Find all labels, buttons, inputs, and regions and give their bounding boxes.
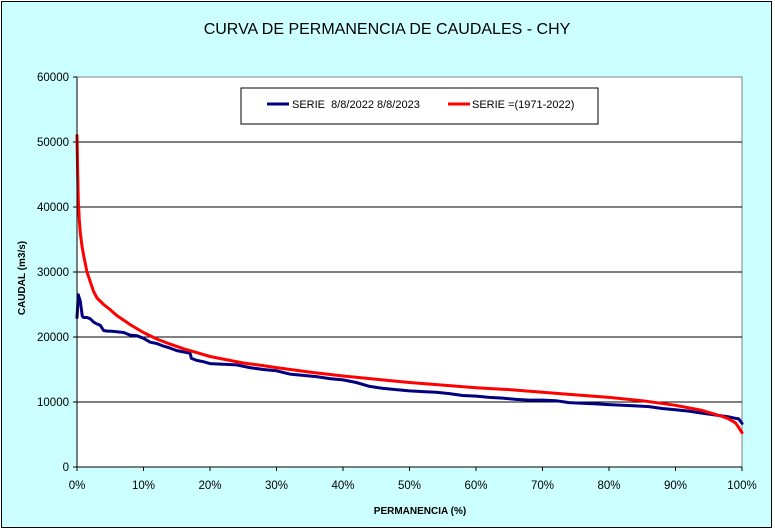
x-tick-label: 100% [727,480,756,492]
legend: SERIE 8/8/2022 8/8/2023 SERIE =(1971-202… [240,87,599,125]
y-axis-ticks: 0 10000 20000 30000 40000 50000 60000 [37,72,77,474]
x-tick-label: 20% [198,480,221,492]
x-axis-label: PERMANENCIA (%) [374,506,466,517]
y-tick-label: 40000 [37,202,69,214]
y-tick-label: 50000 [37,137,69,149]
x-tick-label: 70% [531,480,554,492]
y-axis-label: CAUDAL (m3/s) [17,241,28,315]
series-line-2 [75,134,744,435]
x-tick-label: 90% [664,480,687,492]
series-line-1 [75,293,744,425]
y-tick-label: 10000 [37,397,69,409]
x-tick-label: 10% [132,480,155,492]
y-tick-label: 30000 [37,267,69,279]
x-tick-label: 60% [464,480,487,492]
x-tick-label: 0% [69,480,86,492]
legend-box [240,87,599,125]
legend-label-series-1: SERIE 8/8/2022 8/8/2023 [292,99,420,111]
y-tick-label: 60000 [37,72,69,84]
y-tick-label: 20000 [37,332,69,344]
x-tick-label: 50% [398,480,421,492]
legend-label-series-2: SERIE =(1971-2022) [472,99,574,111]
y-tick-label: 0 [63,462,69,474]
gridlines [77,141,742,403]
x-tick-label: 80% [597,480,620,492]
x-tick-label: 40% [331,480,354,492]
x-tick-label: 30% [265,480,288,492]
x-axis-ticks: 0% 10% 20% 30% 40% 50% 60% 70% 80% 90% 100% [69,467,757,492]
series-lines [75,134,744,435]
chart-title: CURVA DE PERMANENCIA DE CAUDALES - CHY [204,21,571,38]
